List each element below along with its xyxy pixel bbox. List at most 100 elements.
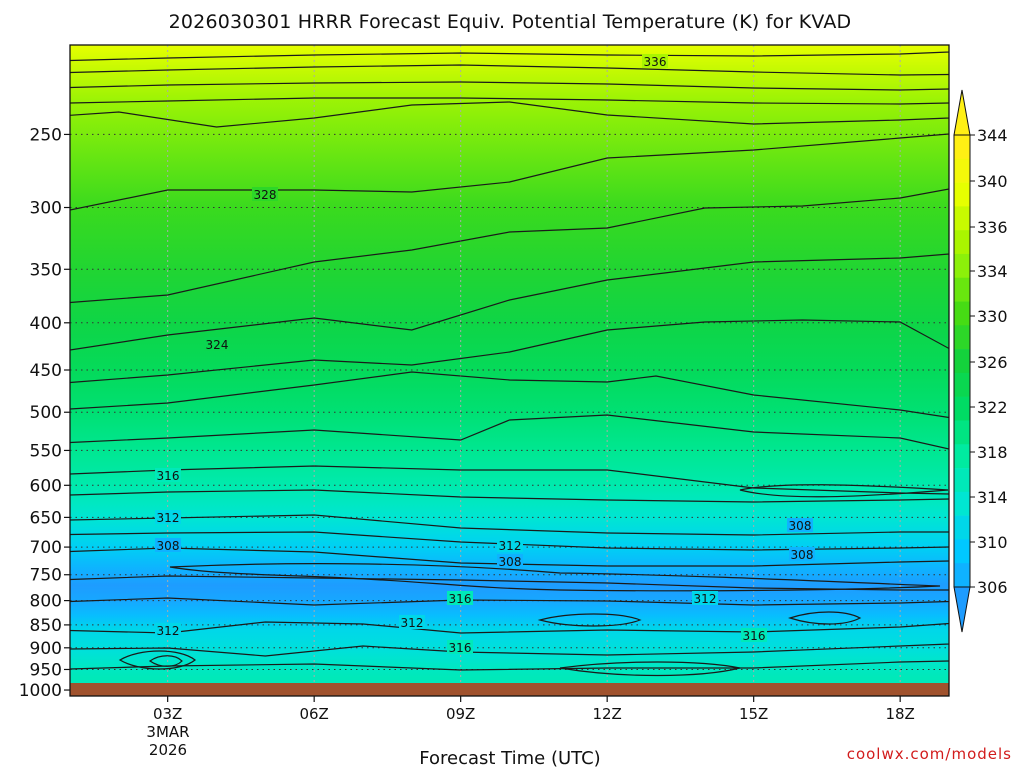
colorbar-segment <box>954 230 970 255</box>
contour-label-bg <box>497 554 523 568</box>
contour-label: 308 <box>791 548 814 562</box>
colorbar-segment <box>954 182 970 207</box>
x-tick-label: 09Z <box>446 705 475 723</box>
contour-label-bg <box>204 337 230 351</box>
y-tick-label: 300 <box>30 199 62 219</box>
contour-label-bg <box>789 547 815 561</box>
colorbar-segment <box>954 277 970 302</box>
y-tick-label: 450 <box>30 361 62 381</box>
colorbar-segment <box>954 135 970 160</box>
colorbar-segment <box>954 491 970 516</box>
colorbar-tick-label: 326 <box>977 353 1008 372</box>
x-date-year: 2026 <box>149 741 187 759</box>
contour-line <box>70 97 949 105</box>
contour-line <box>70 597 949 606</box>
colorbar-segment <box>954 420 970 445</box>
y-axis: 250 300 350 400 450 500 550 600 650 700 750 800 850 9… <box>19 125 70 701</box>
contour-line <box>70 465 949 495</box>
colorbar-segment <box>954 253 970 279</box>
colorbar-tick-label: 318 <box>977 443 1008 462</box>
colorbar-tick-label: 306 <box>977 578 1008 597</box>
x-tick-label: 06Z <box>299 705 328 723</box>
colorbar-tick-label: 314 <box>977 488 1008 507</box>
contour-loop <box>169 563 941 592</box>
y-tick-label: 750 <box>30 566 62 586</box>
colorbar-top-arrow <box>953 89 971 136</box>
contour-label: 308 <box>789 519 812 533</box>
colorbar-segment <box>954 349 970 374</box>
contour-label-bg <box>497 538 523 552</box>
y-tick-label: 900 <box>30 639 62 659</box>
colorbar-segment <box>954 301 970 326</box>
x-axis-label: Forecast Time (UTC) <box>419 748 600 768</box>
colorbar-tick-label: 344 <box>977 126 1008 145</box>
contour-label: 324 <box>206 338 229 352</box>
contour-label-bg <box>741 628 767 642</box>
colorbar-tick-label: 336 <box>977 218 1008 237</box>
theta-e-field <box>70 45 949 696</box>
contour-label: 312 <box>401 616 424 630</box>
contour-label-bg <box>692 591 718 605</box>
y-tick-label: 500 <box>30 403 62 423</box>
y-tick-label: 850 <box>30 616 62 636</box>
contour-line <box>70 319 949 384</box>
contour-label-bg <box>399 615 425 629</box>
colorbar-tick-label: 322 <box>977 398 1008 417</box>
y-tick-label: 1000 <box>19 681 62 701</box>
contour-label-bg <box>155 468 181 482</box>
contour-loop <box>118 650 196 670</box>
contour-loop <box>788 611 862 625</box>
colorbar-segment <box>954 515 970 540</box>
colorbar-segment <box>954 158 970 183</box>
contour-label: 312 <box>694 592 717 606</box>
contour-label-bg <box>447 591 473 605</box>
y-tick-label: 400 <box>30 314 62 334</box>
colorbar-tick-label: 330 <box>977 307 1008 326</box>
contour-label-bg <box>642 54 668 68</box>
contour-label: 336 <box>644 55 667 69</box>
contour-line <box>70 547 949 567</box>
contour-label-bg <box>155 538 181 552</box>
contour-label: 312 <box>157 624 180 638</box>
colorbar-segment <box>954 468 970 493</box>
y-tick-label: 700 <box>30 538 62 558</box>
time-gridlines <box>167 45 901 696</box>
y-tick-label: 550 <box>30 441 62 461</box>
contour-labels: 336 328 324 316 312 308 312 308 316 312 308 308 312 3… <box>155 54 815 655</box>
y-tick-label: 950 <box>30 660 62 680</box>
x-date-day: 3MAR <box>146 723 189 741</box>
ground-band <box>70 683 949 696</box>
chart-title: 2026030301 HRRR Forecast Equiv. Potentia… <box>169 11 852 33</box>
contour-line <box>70 621 949 634</box>
contour-label-bg <box>787 518 813 532</box>
y-tick-label: 250 <box>30 125 62 145</box>
contour-label: 312 <box>157 511 180 525</box>
colorbar-segment <box>954 539 970 564</box>
contour-line <box>70 575 949 591</box>
colorbar: 344 340 336 334 330 326 322 318 314 310 306 <box>953 89 1008 633</box>
contour-label: 316 <box>449 592 472 606</box>
x-tick-label: 03Z <box>153 705 182 723</box>
contour-label: 316 <box>157 469 180 483</box>
contour-label-bg <box>155 623 181 637</box>
contour-line <box>70 660 949 671</box>
contour-line <box>70 514 949 536</box>
y-tick-label: 600 <box>30 476 62 496</box>
y-tick-label: 650 <box>30 508 62 528</box>
contour-label: 308 <box>499 555 522 569</box>
contour-loop <box>739 484 949 498</box>
colorbar-segment <box>954 325 970 350</box>
colorbar-tick-label: 340 <box>977 172 1008 191</box>
contour-loop <box>559 661 741 677</box>
plot-area: 336 328 324 316 312 308 312 308 316 312 308 308 312 3… <box>70 45 949 696</box>
contour-line <box>70 531 949 551</box>
contour-label: 312 <box>499 539 522 553</box>
contour-line <box>70 253 949 351</box>
contour-line <box>70 64 949 76</box>
contour-label-bg <box>252 187 278 201</box>
contour-label: 308 <box>157 539 180 553</box>
contour-line <box>70 489 949 503</box>
contour-label-bg <box>155 510 181 524</box>
y-tick-label: 350 <box>30 260 62 280</box>
